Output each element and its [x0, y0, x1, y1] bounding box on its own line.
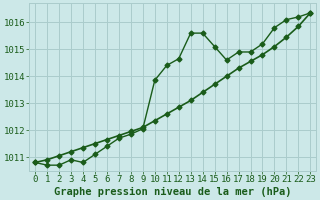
X-axis label: Graphe pression niveau de la mer (hPa): Graphe pression niveau de la mer (hPa) [54, 186, 292, 197]
